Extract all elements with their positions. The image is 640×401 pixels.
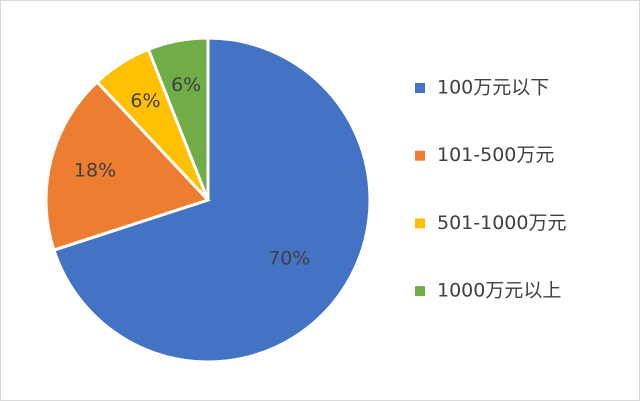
legend-label: 101-500万元 xyxy=(437,144,554,166)
data-label: 6% xyxy=(130,90,160,112)
data-label: 18% xyxy=(74,159,116,181)
legend-label: 501-1000万元 xyxy=(437,212,566,234)
legend-swatch xyxy=(415,150,425,161)
legend-swatch xyxy=(415,218,425,229)
legend-label: 1000万元以上 xyxy=(437,280,561,302)
data-label: 70% xyxy=(268,248,310,270)
legend-swatch xyxy=(415,286,425,297)
legend-label: 100万元以下 xyxy=(437,77,549,99)
pie-slice xyxy=(146,36,210,201)
pie-slice xyxy=(44,79,211,252)
data-label: 6% xyxy=(171,74,201,96)
legend-swatch xyxy=(415,83,425,93)
pie-slice xyxy=(52,36,372,364)
